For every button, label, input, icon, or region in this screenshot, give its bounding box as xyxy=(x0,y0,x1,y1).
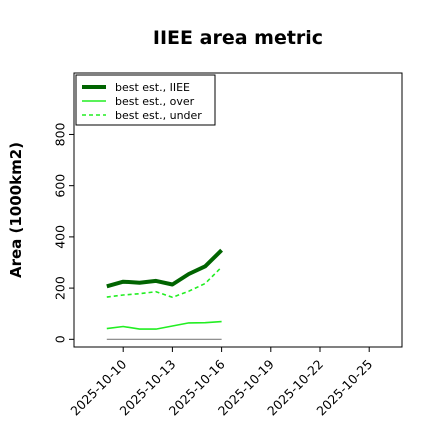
y-tick-label: 0 xyxy=(52,335,67,343)
y-axis-label: Area (1000km2) xyxy=(7,142,25,278)
y-tick-label: 600 xyxy=(52,174,67,198)
y-tick-label: 200 xyxy=(52,276,67,300)
chart-title: IIEE area metric xyxy=(153,27,323,49)
y-tick-label: 400 xyxy=(52,225,67,249)
axes-frame xyxy=(73,72,403,348)
y-tick-label: 800 xyxy=(52,122,67,146)
plot-area: 02004006008002025-10-102025-10-132025-10… xyxy=(52,72,403,418)
legend-entry: best est., over xyxy=(115,95,195,108)
legend-box xyxy=(75,74,216,126)
series-line-2 xyxy=(106,266,223,299)
legend-entry: best est., under xyxy=(115,109,202,122)
series-line-1 xyxy=(106,320,222,330)
series-line-0 xyxy=(106,248,224,289)
legend-entry: best est., IIEE xyxy=(115,81,190,94)
